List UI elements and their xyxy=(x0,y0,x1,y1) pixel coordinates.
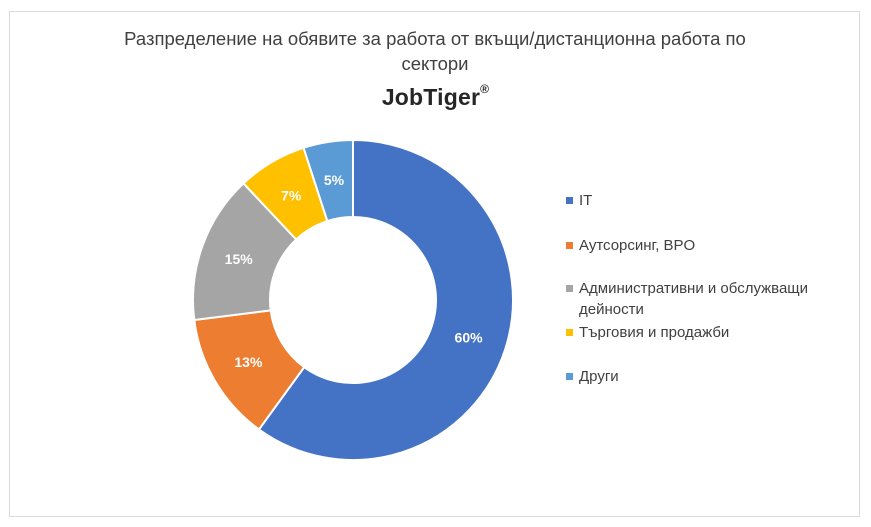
legend-label: Търговия и продажби xyxy=(579,324,730,341)
legend-swatch xyxy=(566,329,573,336)
data-label-0: 60% xyxy=(455,330,484,346)
legend-swatch xyxy=(566,242,573,249)
legend-label: Други xyxy=(579,368,619,385)
legend-label: Административни и обслужващи дейности xyxy=(579,280,809,318)
legend-label: IT xyxy=(579,192,593,209)
data-label-2: 15% xyxy=(225,251,254,267)
legend-label: Аутсорсинг, BPO xyxy=(579,237,696,254)
legend-item-0: IT xyxy=(566,190,844,211)
donut-slice-0 xyxy=(257,138,514,461)
data-label-4: 5% xyxy=(324,172,345,188)
legend-item-3: Търговия и продажби xyxy=(566,322,844,343)
legend-item-2: Административни и обслужващи дейности xyxy=(566,278,844,320)
legend-swatch xyxy=(566,373,573,380)
jobtiger-logo: JobTiger® xyxy=(0,82,871,111)
registered-mark: ® xyxy=(480,82,490,97)
legend-item-1: Аутсорсинг, BPO xyxy=(566,235,844,256)
legend-swatch xyxy=(566,197,573,204)
legend-swatch xyxy=(566,285,573,292)
data-label-1: 13% xyxy=(234,354,263,370)
donut-slice-4 xyxy=(302,138,354,223)
chart-title: Разпределение на обявите за работа от вк… xyxy=(124,28,746,74)
data-label-3: 7% xyxy=(281,187,302,203)
logo-text: JobTiger xyxy=(381,84,481,110)
legend-item-4: Други xyxy=(566,366,844,387)
